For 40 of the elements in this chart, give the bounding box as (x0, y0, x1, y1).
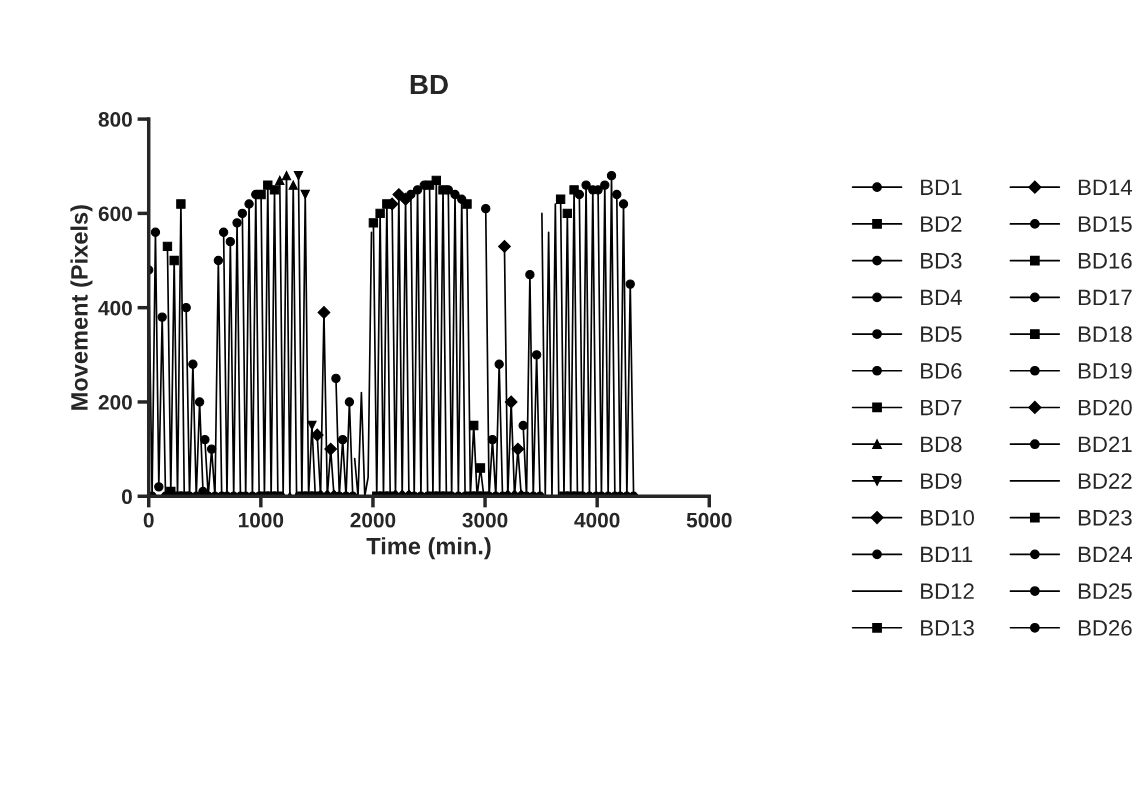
x-axis-title: Time (min.) (366, 537, 491, 560)
x-tick-label: 2000 (350, 512, 396, 528)
legend-label: BD6 (921, 363, 962, 379)
legend-label: BD7 (921, 399, 962, 416)
chart-title: BD (410, 74, 448, 95)
legend-label: BD13 (921, 620, 974, 636)
x-tick-label: 4000 (574, 512, 620, 528)
legend-label: BD11 (921, 546, 973, 563)
legend-label: BD24 (1078, 546, 1133, 563)
legend-label: BD16 (1078, 252, 1132, 269)
legend-label: BD15 (1078, 216, 1132, 232)
x-tick-label: 1000 (238, 512, 284, 528)
legend-label: BD18 (1078, 326, 1132, 343)
legend-label: BD12 (921, 583, 974, 599)
x-tick-label: 5000 (686, 512, 732, 528)
y-tick-label: 400 (98, 300, 132, 316)
legend-label: BD22 (1078, 473, 1132, 489)
y-tick-label: 200 (98, 394, 132, 410)
legend-label: BD3 (921, 252, 962, 269)
legend-label: BD26 (1078, 620, 1132, 636)
y-tick-label: 800 (98, 112, 132, 127)
legend-label: BD21 (1078, 436, 1132, 452)
legend-label: BD20 (1078, 399, 1132, 416)
legend-label: BD9 (921, 473, 962, 489)
legend-label: BD4 (921, 289, 962, 306)
legend-label: BD23 (1078, 509, 1132, 526)
legend-label: BD8 (921, 436, 962, 453)
y-axis-title: Movement (Pixels) (70, 205, 93, 410)
legend-label: BD14 (1078, 179, 1133, 195)
legend-label: BD10 (921, 509, 974, 526)
y-tick-label: 0 (121, 489, 132, 504)
legend-label: BD25 (1078, 583, 1132, 600)
legend-label: BD17 (1078, 289, 1132, 306)
x-tick-label: 3000 (462, 512, 508, 528)
legend-label: BD19 (1078, 363, 1132, 379)
legend-label: BD1 (921, 179, 962, 195)
legend-label: BD2 (921, 216, 962, 232)
y-tick-label: 600 (98, 206, 132, 222)
legend-label: BD5 (921, 326, 962, 343)
x-tick-label: 0 (143, 512, 154, 528)
